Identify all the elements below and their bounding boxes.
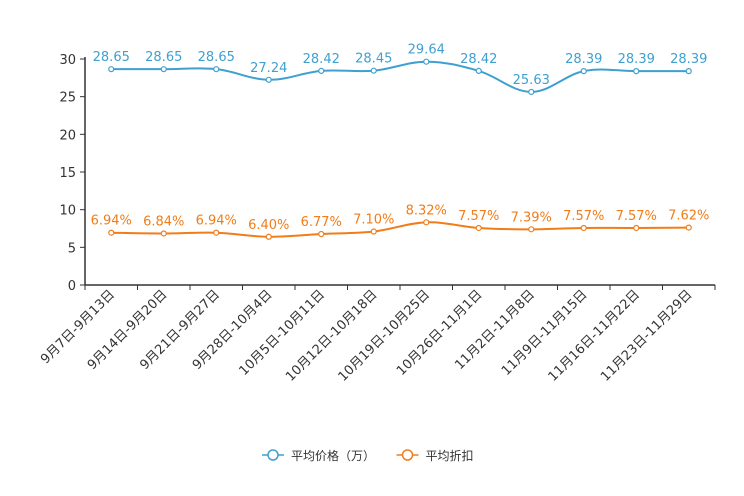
data-label: 6.94%: [196, 214, 237, 229]
data-point[interactable]: [318, 230, 325, 238]
legend-label: 平均价格（万）: [291, 448, 375, 463]
data-point[interactable]: [475, 224, 482, 232]
data-label: 28.65: [145, 50, 182, 65]
data-point[interactable]: [213, 66, 220, 73]
y-tick-label: 10: [59, 204, 76, 219]
data-label: 6.94%: [91, 214, 132, 229]
chart-series: 28.65 28.65 28.65 27.24 28.42 28.45 29.64 28.42…: [91, 43, 709, 240]
data-point[interactable]: [423, 219, 430, 226]
data-point[interactable]: [580, 224, 587, 232]
y-tick-label: 15: [59, 166, 76, 181]
data-label: 28.65: [93, 50, 130, 65]
data-label: 7.57%: [458, 209, 499, 224]
data-point[interactable]: [108, 229, 115, 236]
data-point[interactable]: [160, 66, 167, 73]
data-label: 6.77%: [301, 215, 342, 230]
data-label: 28.45: [355, 52, 392, 67]
data-point[interactable]: [528, 88, 535, 96]
legend-label: 平均折扣: [426, 448, 474, 463]
data-point[interactable]: [580, 68, 587, 75]
data-point[interactable]: [685, 224, 692, 231]
y-tick-label: 5: [68, 241, 76, 256]
legend-marker-icon: [401, 449, 414, 461]
data-point[interactable]: [370, 228, 377, 235]
legend-item-2[interactable]: 平均折扣: [396, 448, 474, 463]
legend-item-1[interactable]: 平均价格（万）: [262, 448, 375, 463]
x-category-label: 10月12日-10月18日: [283, 287, 380, 384]
data-label: 28.39: [565, 52, 602, 67]
y-tick-label: 20: [59, 128, 76, 143]
data-point[interactable]: [633, 224, 640, 232]
data-point[interactable]: [528, 226, 535, 233]
data-label: 7.62%: [668, 209, 709, 224]
data-label: 7.39%: [511, 210, 552, 225]
data-point[interactable]: [213, 229, 220, 236]
data-label: 28.42: [460, 52, 497, 67]
data-point[interactable]: [265, 76, 272, 83]
data-label: 6.40%: [248, 218, 289, 233]
data-point[interactable]: [108, 66, 115, 73]
data-label: 28.42: [303, 52, 340, 67]
data-label: 29.64: [408, 43, 445, 58]
data-point[interactable]: [633, 68, 640, 75]
y-tick-label: 0: [68, 279, 76, 294]
series-2: 6.94% 6.84% 6.94% 6.40% 6.77% 7.10% 8.32% 7.57%…: [91, 203, 709, 240]
data-label: 8.32%: [406, 203, 447, 218]
data-label: 6.84%: [143, 214, 184, 229]
data-label: 7.57%: [616, 209, 657, 224]
chart-legend[interactable]: 平均价格（万） 平均折扣: [262, 448, 474, 463]
data-point[interactable]: [423, 58, 430, 65]
data-point[interactable]: [370, 67, 377, 74]
data-label: 28.39: [618, 52, 655, 67]
series-line: [111, 221, 689, 238]
data-point[interactable]: [685, 68, 692, 75]
data-point[interactable]: [160, 230, 167, 237]
data-label: 28.65: [198, 50, 235, 65]
data-label: 27.24: [250, 61, 287, 76]
x-category-label: 10月19日-10月25日: [336, 287, 433, 384]
y-tick-label: 25: [59, 91, 76, 106]
legend-marker-icon: [267, 449, 279, 461]
data-label: 25.63: [513, 73, 550, 88]
data-point[interactable]: [265, 233, 272, 240]
x-category-label: 11月16日-11月22日: [546, 287, 643, 384]
x-category-label: 11月23日-11月29日: [598, 287, 695, 384]
data-point[interactable]: [475, 67, 482, 75]
data-label: 7.10%: [353, 213, 394, 228]
series-1: 28.65 28.65 28.65 27.24 28.42 28.45 29.64 28.42…: [93, 43, 707, 96]
y-tick-label: 30: [59, 53, 76, 68]
series-line: [111, 60, 689, 93]
data-label: 28.39: [670, 52, 707, 67]
data-point[interactable]: [318, 67, 325, 75]
data-label: 7.57%: [563, 209, 604, 224]
